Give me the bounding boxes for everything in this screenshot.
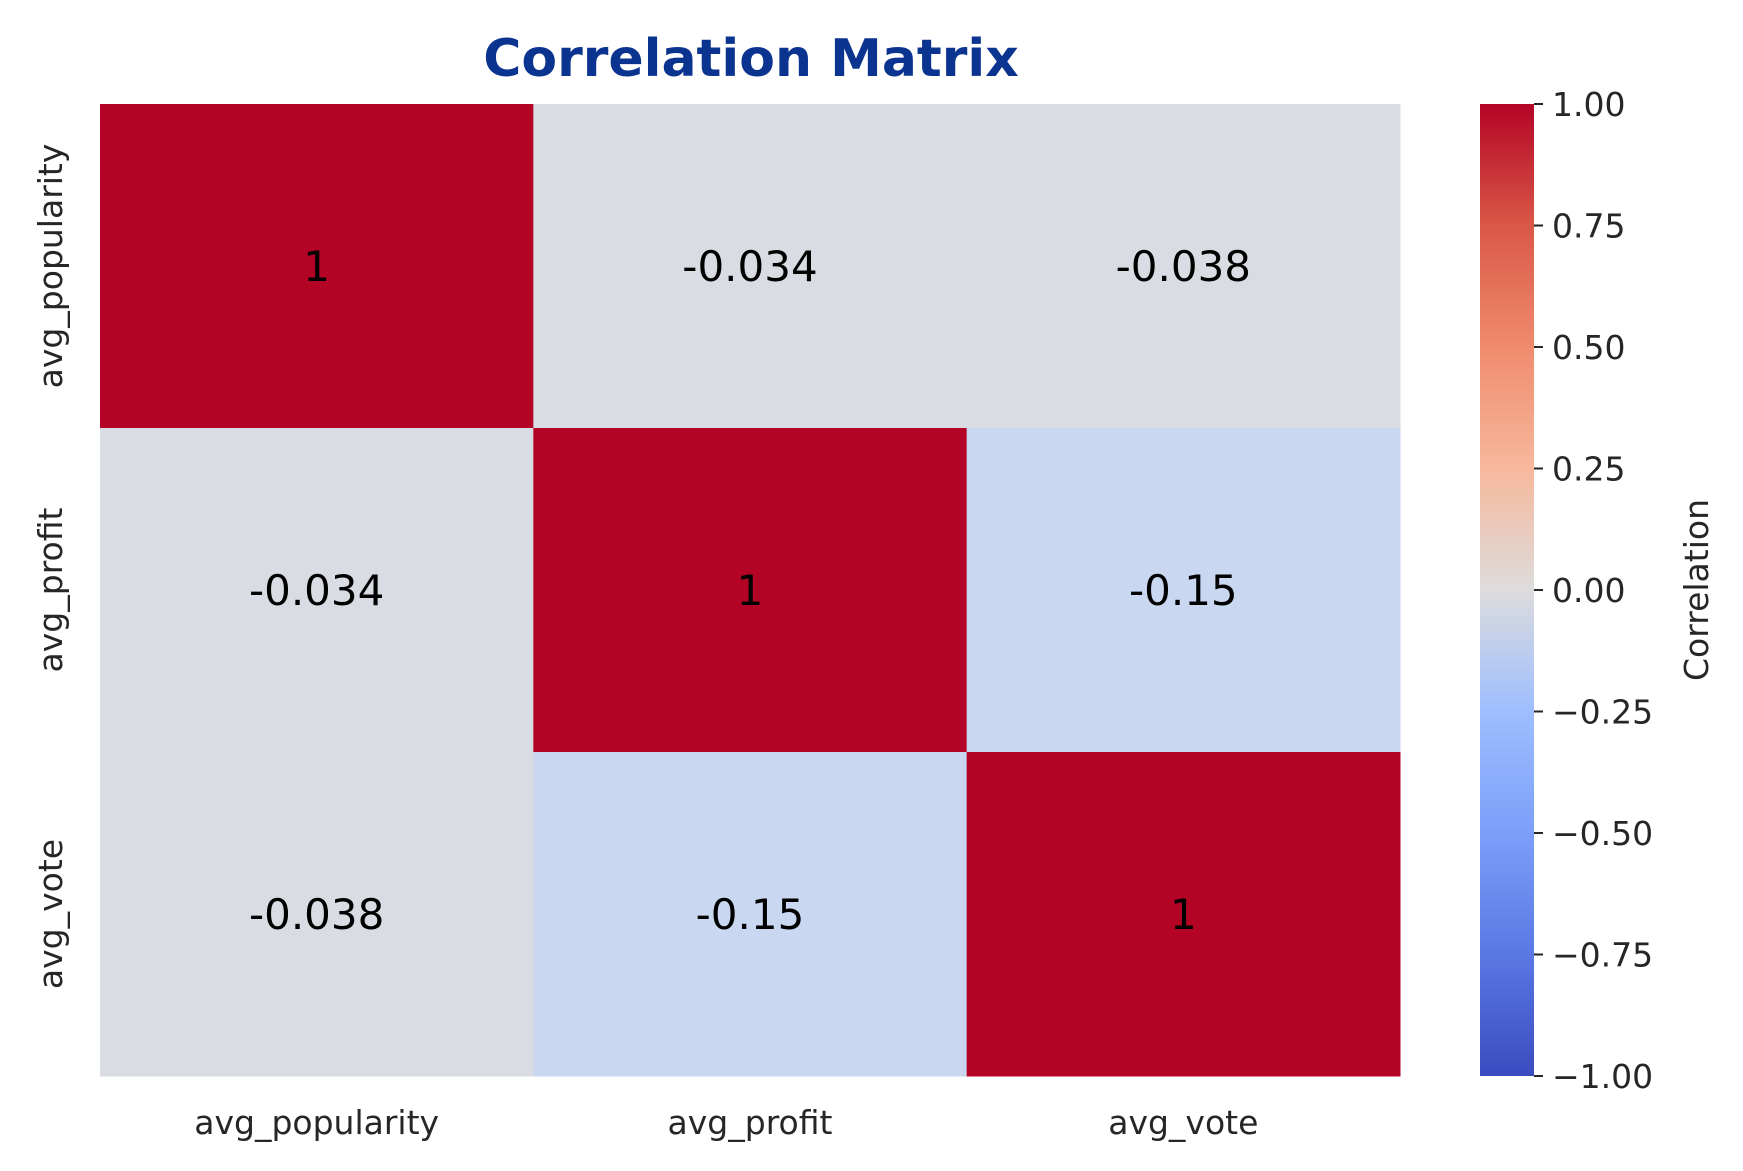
heatmap-cell-avg_vote-avg_popularity <box>100 752 534 1077</box>
heatmap-cell-avg_popularity-avg_profit <box>533 104 968 429</box>
cell-annotation-avg_popularity-avg_vote: -0.038 <box>1116 242 1251 291</box>
heatmap-cell-avg_profit-avg_popularity <box>100 428 534 753</box>
colorbar-tick-label: 0.25 <box>1552 450 1625 489</box>
y-tick-label-avg_profit: avg_profit <box>31 507 70 672</box>
colorbar-gradient <box>1480 104 1534 1076</box>
colorbar: 1.00 0.75 0.50 0.25 0.00 −0.25 −0.50 −0.75 −1.00… <box>1480 85 1716 1096</box>
x-axis-tick-labels: avg_popularity avg_profit avg_vote <box>194 1103 1258 1142</box>
cell-annotation-avg_popularity-avg_popularity: 1 <box>303 242 330 291</box>
y-tick-label-avg_vote: avg_vote <box>31 839 70 989</box>
cell-annotation-avg_popularity-avg_profit: -0.034 <box>682 242 817 291</box>
heatmap-cell-avg_popularity-avg_popularity <box>100 104 534 429</box>
colorbar-label: Correlation <box>1677 499 1716 681</box>
heatmap-cell-avg_vote-avg_vote <box>966 752 1401 1077</box>
heatmap-cell-avg_popularity-avg_vote <box>966 104 1401 429</box>
x-tick-label-avg_popularity: avg_popularity <box>194 1103 439 1142</box>
cell-annotations: 1 -0.034 -0.038 -0.034 1 -0.15 -0.038 -0.15 1 <box>249 242 1251 939</box>
heatmap-cell-avg_profit-avg_vote <box>966 428 1401 753</box>
colorbar-tick-label: −0.75 <box>1552 936 1653 975</box>
colorbar-tick-label: 0.75 <box>1552 207 1625 246</box>
heatmap-cell-avg_vote-avg_profit <box>533 752 968 1077</box>
colorbar-tick-label: 0.00 <box>1552 571 1625 610</box>
heatmap-cell-avg_profit-avg_profit <box>533 428 968 753</box>
cell-annotation-avg_vote-avg_profit: -0.15 <box>696 890 805 939</box>
colorbar-tick-label: −0.25 <box>1552 693 1653 732</box>
x-tick-label-avg_vote: avg_vote <box>1108 1103 1258 1142</box>
heatmap-cells <box>100 104 1401 1077</box>
y-axis-tick-labels: avg_popularity avg_profit avg_vote <box>31 144 70 989</box>
cell-annotation-avg_profit-avg_profit: 1 <box>737 566 764 615</box>
colorbar-tick-label: 1.00 <box>1552 85 1625 124</box>
chart-title: Correlation Matrix <box>483 29 1019 89</box>
colorbar-tick-label: 0.50 <box>1552 328 1625 367</box>
x-tick-label-avg_profit: avg_profit <box>668 1103 833 1142</box>
cell-annotation-avg_vote-avg_popularity: -0.038 <box>249 890 384 939</box>
cell-annotation-avg_profit-avg_popularity: -0.034 <box>249 566 384 615</box>
colorbar-ticks: 1.00 0.75 0.50 0.25 0.00 −0.25 −0.50 −0.75 −1.00 <box>1534 85 1653 1096</box>
colorbar-tick-label: −0.50 <box>1552 814 1653 853</box>
cell-annotation-avg_vote-avg_vote: 1 <box>1170 890 1197 939</box>
cell-annotation-avg_profit-avg_vote: -0.15 <box>1129 566 1238 615</box>
colorbar-tick-label: −1.00 <box>1552 1057 1653 1096</box>
y-tick-label-avg_popularity: avg_popularity <box>31 144 70 389</box>
